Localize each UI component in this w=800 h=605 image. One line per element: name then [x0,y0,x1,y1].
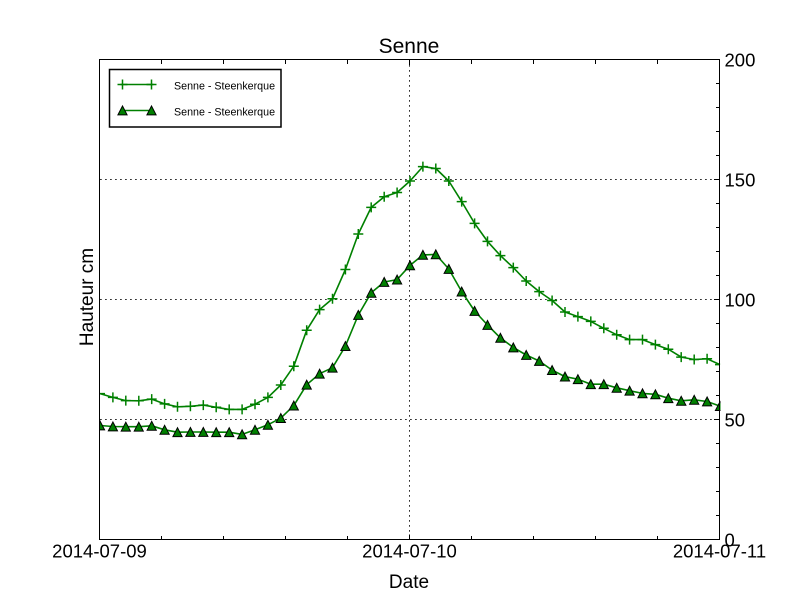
svg-text:Senne - Steenkerque: Senne - Steenkerque [174,107,275,119]
svg-text:0: 0 [725,530,735,551]
svg-text:2014-07-09: 2014-07-09 [52,541,147,562]
svg-text:200: 200 [725,50,756,71]
svg-text:Date: Date [389,572,429,593]
svg-text:Senne: Senne [379,35,440,58]
svg-text:150: 150 [725,170,756,191]
svg-text:2014-07-11: 2014-07-11 [673,541,766,562]
svg-text:Hauteur cm: Hauteur cm [77,248,98,346]
svg-text:2014-07-10: 2014-07-10 [362,541,457,562]
svg-text:50: 50 [725,410,746,431]
svg-text:Senne - Steenkerque: Senne - Steenkerque [174,81,275,93]
svg-text:100: 100 [725,290,756,311]
